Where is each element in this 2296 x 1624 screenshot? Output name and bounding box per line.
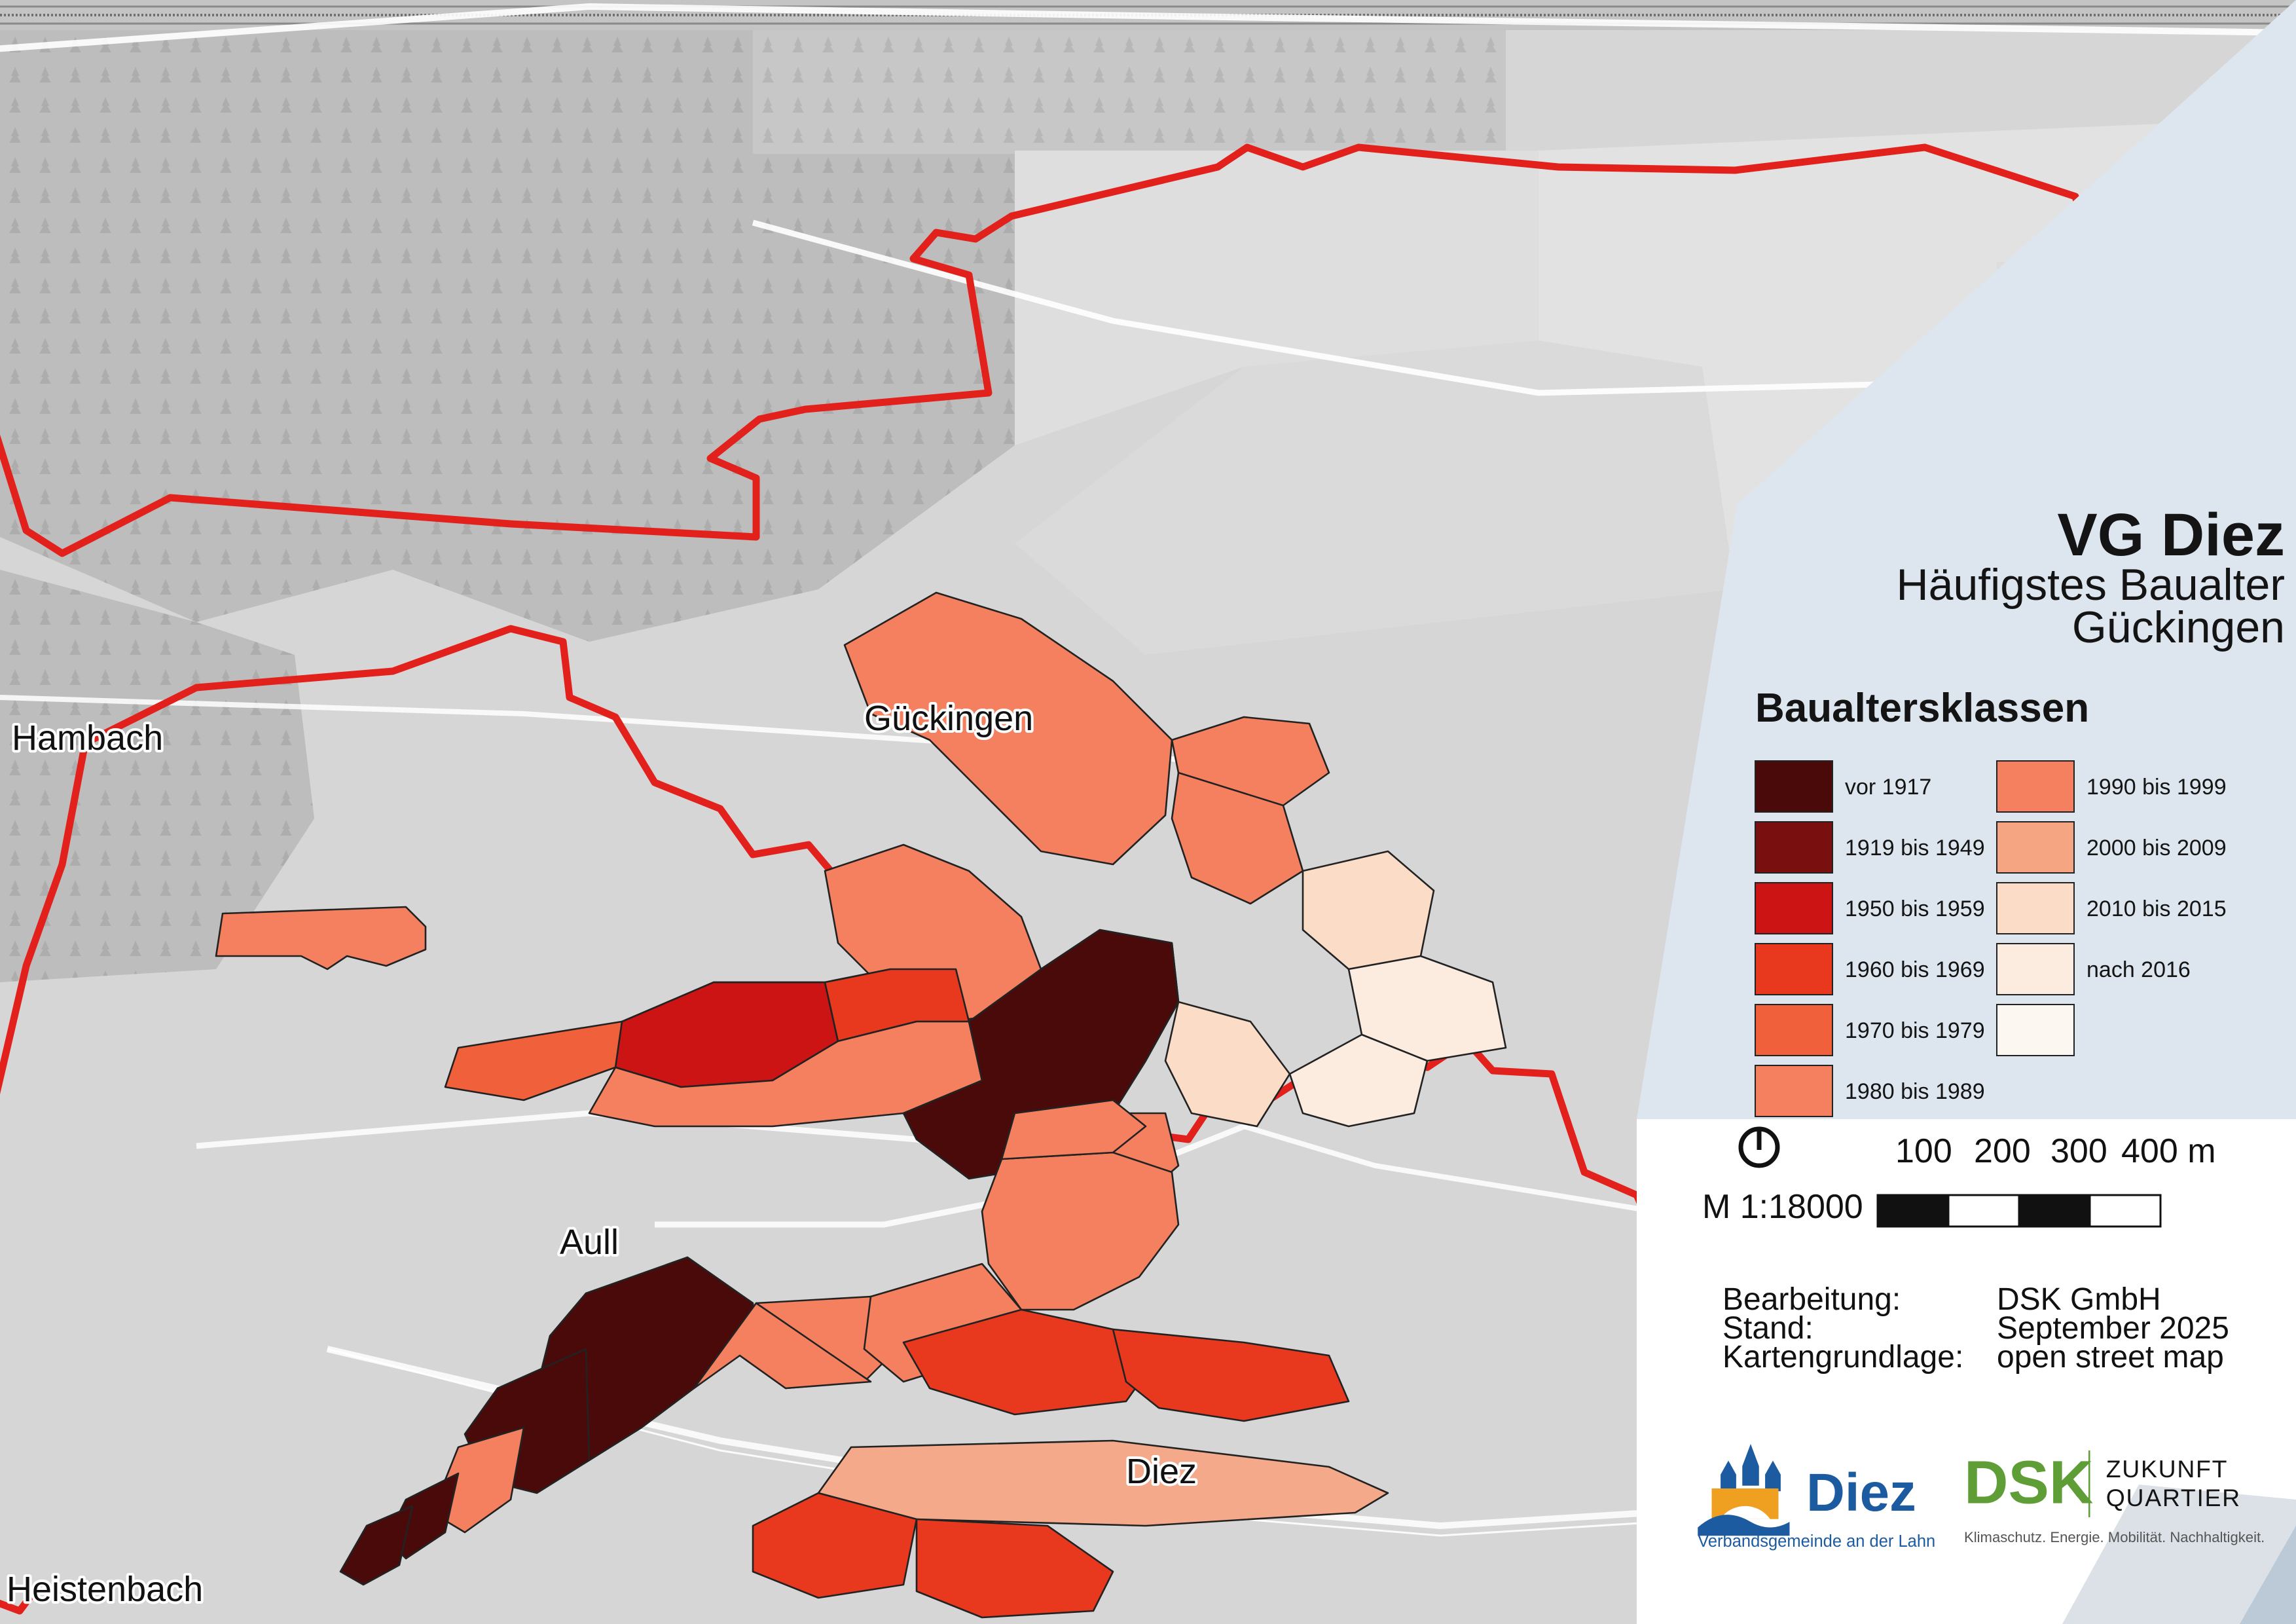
svg-text:Kartengrundlage:: Kartengrundlage: [1722, 1340, 1963, 1375]
svg-text:300: 300 [2050, 1132, 2107, 1170]
svg-text:Gückingen: Gückingen [864, 699, 1033, 738]
svg-text:Verbandsgemeinde an der Lahn: Verbandsgemeinde an der Lahn [1698, 1532, 1935, 1551]
svg-text:Diez: Diez [1126, 1452, 1197, 1491]
svg-text:nach 2016: nach 2016 [2086, 957, 2191, 982]
svg-text:vor 1917: vor 1917 [1845, 775, 1931, 800]
svg-text:2010 bis 2015: 2010 bis 2015 [2086, 896, 2227, 921]
svg-text:1950 bis 1959: 1950 bis 1959 [1845, 896, 1985, 921]
svg-text:100: 100 [1895, 1132, 1952, 1170]
svg-text:2000 bis 2009: 2000 bis 2009 [2086, 836, 2227, 860]
svg-text:M 1:18000: M 1:18000 [1702, 1188, 1863, 1226]
svg-text:VG Diez: VG Diez [2057, 502, 2285, 568]
svg-text:200: 200 [1974, 1132, 2031, 1170]
svg-text:Diez: Diez [1806, 1463, 1916, 1522]
svg-text:1960 bis 1969: 1960 bis 1969 [1845, 957, 1985, 982]
svg-text:Aull: Aull [560, 1223, 619, 1262]
svg-text:Heistenbach: Heistenbach [7, 1570, 203, 1609]
svg-text:DSK: DSK [1964, 1448, 2093, 1517]
svg-text:Gückingen: Gückingen [2072, 602, 2285, 652]
svg-text:Klimaschutz. Energie. Mobilitä: Klimaschutz. Energie. Mobilität. Nachhal… [1964, 1529, 2265, 1545]
svg-text:Hambach: Hambach [12, 718, 163, 758]
svg-text:1919 bis 1949: 1919 bis 1949 [1845, 836, 1985, 860]
svg-text:1990 bis 1999: 1990 bis 1999 [2086, 775, 2227, 800]
svg-text:Baualtersklassen: Baualtersklassen [1755, 686, 2089, 731]
svg-text:1970 bis 1979: 1970 bis 1979 [1845, 1018, 1985, 1043]
svg-text:ZUKUNFT: ZUKUNFT [2106, 1455, 2228, 1483]
svg-text:open street map: open street map [1997, 1340, 2224, 1375]
svg-text:1980 bis 1989: 1980 bis 1989 [1845, 1079, 1985, 1104]
svg-text:QUARTIER: QUARTIER [2106, 1484, 2241, 1511]
svg-text:400 m: 400 m [2121, 1132, 2216, 1170]
